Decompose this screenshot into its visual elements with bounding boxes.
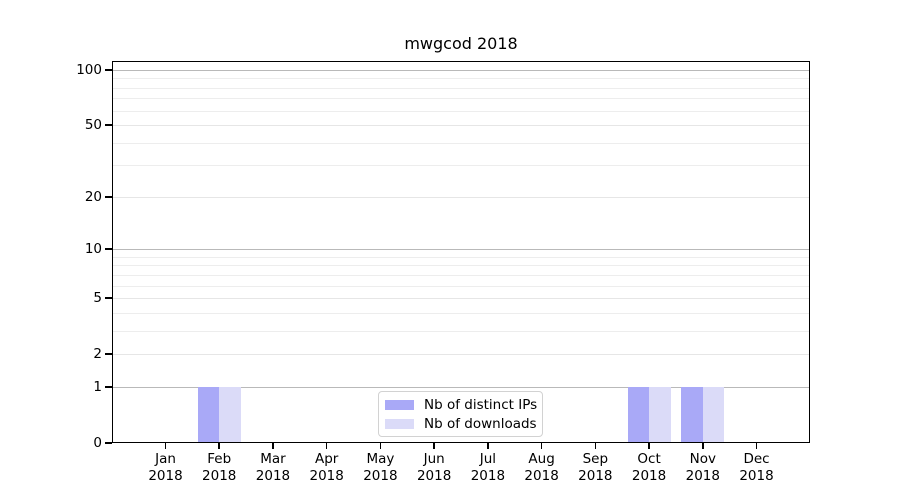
gridline-minor (112, 110, 810, 112)
y-tick-label: 5 (93, 290, 102, 307)
gridline-major (112, 69, 810, 71)
gridline-major (112, 125, 810, 127)
gridline-major (112, 196, 810, 198)
legend-item-downloads: Nb of downloads (385, 417, 542, 431)
x-tick (487, 443, 489, 449)
x-tick-label: Jun 2018 (416, 451, 452, 484)
x-tick-label: Dec 2018 (739, 451, 774, 484)
x-tick-label: Mar 2018 (255, 451, 291, 484)
gridline-minor (112, 285, 810, 287)
x-tick (702, 443, 704, 449)
plot-border (112, 61, 810, 443)
y-tick (105, 124, 112, 126)
y-tick-label: 20 (84, 188, 102, 205)
x-tick (594, 443, 597, 449)
y-tick (105, 248, 112, 250)
x-tick (325, 443, 328, 449)
y-tick-label: 10 (84, 241, 102, 258)
gridline-minor (112, 87, 810, 89)
gridline-minor (112, 256, 810, 258)
gridline-major (112, 354, 810, 356)
legend-swatch-distinct-ips (385, 399, 414, 410)
x-tick-label: Oct 2018 (631, 451, 667, 484)
gridline-minor (112, 312, 810, 314)
x-tick (648, 443, 650, 449)
y-tick (105, 196, 112, 198)
x-tick-label: Nov 2018 (685, 451, 720, 484)
x-tick (755, 443, 758, 449)
x-tick (218, 443, 220, 449)
x-tick-label: Jul 2018 (470, 451, 506, 484)
y-tick (105, 297, 112, 299)
x-tick (272, 443, 274, 449)
x-tick (379, 443, 382, 449)
x-tick-label: Apr 2018 (309, 451, 344, 484)
x-tick-label: Aug 2018 (524, 451, 559, 484)
x-tick-label: Jan 2018 (148, 451, 183, 484)
x-tick (540, 443, 543, 449)
gridline-minor (112, 165, 810, 167)
gridline-major (112, 249, 810, 251)
y-tick (105, 386, 112, 388)
y-tick (105, 69, 112, 71)
gridline-minor (112, 98, 810, 100)
bar-downloads (649, 386, 671, 443)
gridline-minor (112, 274, 810, 276)
x-tick-label: Sep 2018 (578, 451, 613, 484)
y-tick-label: 50 (84, 117, 102, 134)
gridline-minor (112, 265, 810, 267)
bar-distinct-ips (197, 386, 220, 443)
y-tick-label: 2 (93, 346, 102, 363)
y-tick-label: 100 (76, 61, 102, 78)
x-tick-label: May 2018 (363, 451, 398, 484)
y-tick-label: 1 (93, 378, 102, 395)
legend-swatch-downloads (385, 418, 414, 429)
gridline-minor (112, 142, 810, 144)
bar-downloads (702, 386, 725, 443)
legend: Nb of distinct IPs Nb of downloads (378, 391, 543, 437)
legend-item-distinct-ips: Nb of distinct IPs (385, 398, 542, 412)
x-tick (433, 443, 435, 449)
y-tick (105, 442, 112, 444)
gridline-major (112, 386, 810, 388)
bar-distinct-ips (627, 386, 650, 443)
x-tick-label: Feb 2018 (202, 451, 237, 484)
gridline-minor (112, 78, 810, 80)
y-tick (105, 353, 112, 355)
gridline-minor (112, 330, 810, 332)
bar-downloads (219, 386, 241, 443)
gridline-major (112, 298, 810, 300)
y-tick-label: 0 (93, 435, 102, 451)
x-tick (164, 443, 167, 449)
chart-title: mwgcod 2018 (404, 34, 518, 53)
bar-distinct-ips (681, 386, 703, 443)
legend-label-downloads: Nb of downloads (424, 415, 537, 432)
legend-label-distinct-ips: Nb of distinct IPs (424, 396, 538, 413)
